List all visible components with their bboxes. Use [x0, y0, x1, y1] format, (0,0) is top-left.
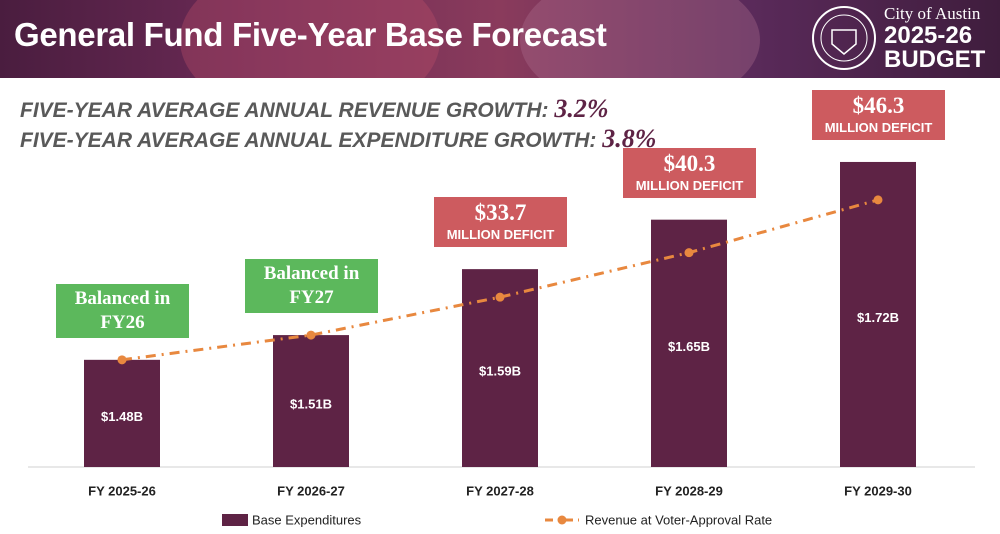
- legend-label: Base Expenditures: [252, 512, 362, 527]
- bar: [84, 359, 160, 467]
- seal: [812, 6, 876, 70]
- x-tick-label: FY 2025-26: [88, 483, 156, 498]
- line: [121, 198, 879, 362]
- bar-value-label: $1.72B: [857, 310, 899, 325]
- header: General Fund Five-Year Base Forecast Cit…: [0, 0, 1000, 78]
- annotation-text: MILLION DEFICIT: [635, 177, 744, 193]
- line-point: [306, 330, 316, 340]
- headline: FIVE-YEAR AVERAGE ANNUAL REVENUE GROWTH:…: [20, 94, 609, 124]
- annotation-amount: $33.7: [474, 200, 527, 226]
- annotation-text: Balanced in FY27: [263, 263, 360, 309]
- line-point: [117, 355, 127, 365]
- annotation-text: Balanced in FY26: [74, 287, 171, 333]
- title: General Fund Five-Year Base Forecast: [14, 16, 607, 53]
- seal-inner: [820, 14, 868, 62]
- x-tick-label: FY 2029-30: [844, 483, 912, 498]
- headline-value: 3.2%: [554, 94, 609, 123]
- x-tick-label: FY 2026-27: [277, 483, 345, 498]
- header-texture: [520, 0, 760, 78]
- legend-swatch-point: [557, 515, 567, 525]
- annotation-amount: $46.3: [852, 92, 905, 118]
- line-point: [495, 292, 505, 302]
- seal-shield: [831, 29, 857, 55]
- bar-value-label: $1.51B: [290, 396, 332, 411]
- line-point: [873, 195, 883, 205]
- legend-swatch: [222, 514, 248, 526]
- annotation: $46.3 MILLION DEFICIT: [812, 89, 945, 140]
- bar-value-label: $1.59B: [479, 364, 521, 379]
- x-tick-label: FY 2027-28: [466, 483, 534, 498]
- annotation-text: MILLION DEFICIT: [446, 227, 555, 243]
- bar: [840, 161, 916, 467]
- annotation-text: MILLION DEFICIT: [824, 119, 933, 135]
- annotation: $40.3 MILLION DEFICIT: [623, 147, 756, 198]
- budget-label: BUDGET: [884, 46, 986, 73]
- annotation: Balanced in FY26: [56, 283, 189, 338]
- legend-label: Revenue at Voter-Approval Rate: [585, 512, 772, 527]
- logo: [812, 6, 876, 70]
- annotation: $33.7 MILLION DEFICIT: [434, 197, 567, 248]
- headline-text: FIVE-YEAR AVERAGE ANNUAL EXPENDITURE GRO…: [20, 129, 597, 152]
- city: City of Austin: [884, 4, 981, 23]
- x-tick-label: FY 2028-29: [655, 483, 723, 498]
- line-point: [684, 248, 694, 258]
- headline-text: FIVE-YEAR AVERAGE ANNUAL REVENUE GROWTH:: [20, 99, 549, 122]
- header-texture: [180, 0, 440, 78]
- bar-value-label: $1.65B: [668, 339, 710, 354]
- bar: [462, 269, 538, 467]
- bar: [651, 219, 727, 467]
- bar: [273, 335, 349, 467]
- annotation-amount: $40.3: [663, 150, 716, 176]
- budget-year: 2025-26: [884, 22, 973, 49]
- annotation: Balanced in FY27: [245, 259, 378, 314]
- bar-value-label: $1.48B: [101, 409, 143, 424]
